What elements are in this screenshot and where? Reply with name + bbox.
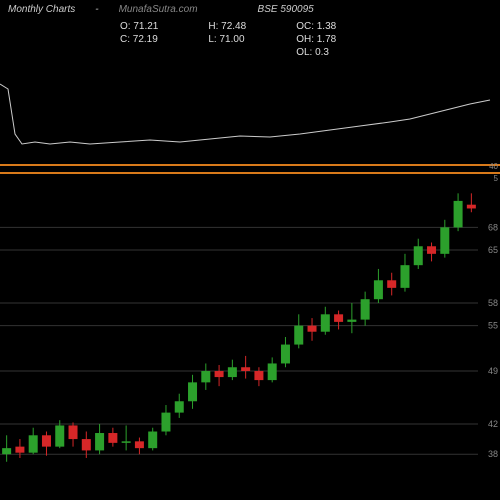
site-name: MunafaSutra.com [119,4,198,15]
high-value: H: 72.48 [208,21,246,32]
separator: 40 5 [0,164,500,182]
svg-text:42: 42 [488,419,498,429]
close-value: C: 72.19 [120,34,158,45]
candlestick-chart: 38 42 49 55 58 65 68 [0,182,500,492]
chart-title: Monthly Charts [8,4,75,15]
low-value: L: 71.00 [208,34,246,45]
line-chart [0,64,500,164]
chart-header: Monthly Charts - MunafaSutra.com BSE 590… [0,0,500,19]
oc-value: OC: 1.38 [296,21,336,32]
svg-text:49: 49 [488,366,498,376]
svg-text:65: 65 [488,245,498,255]
vol-label-top: 40 [489,162,498,171]
svg-text:68: 68 [488,222,498,232]
ohlc-summary: O: 71.21 C: 72.19 H: 72.48 L: 71.00 OC: … [0,19,500,64]
svg-text:58: 58 [488,298,498,308]
ticker-symbol: BSE 590095 [258,4,314,15]
open-value: O: 71.21 [120,21,158,32]
ol-value: OL: 0.3 [296,47,336,58]
svg-text:38: 38 [488,449,498,459]
svg-text:55: 55 [488,321,498,331]
oh-value: OH: 1.78 [296,34,336,45]
